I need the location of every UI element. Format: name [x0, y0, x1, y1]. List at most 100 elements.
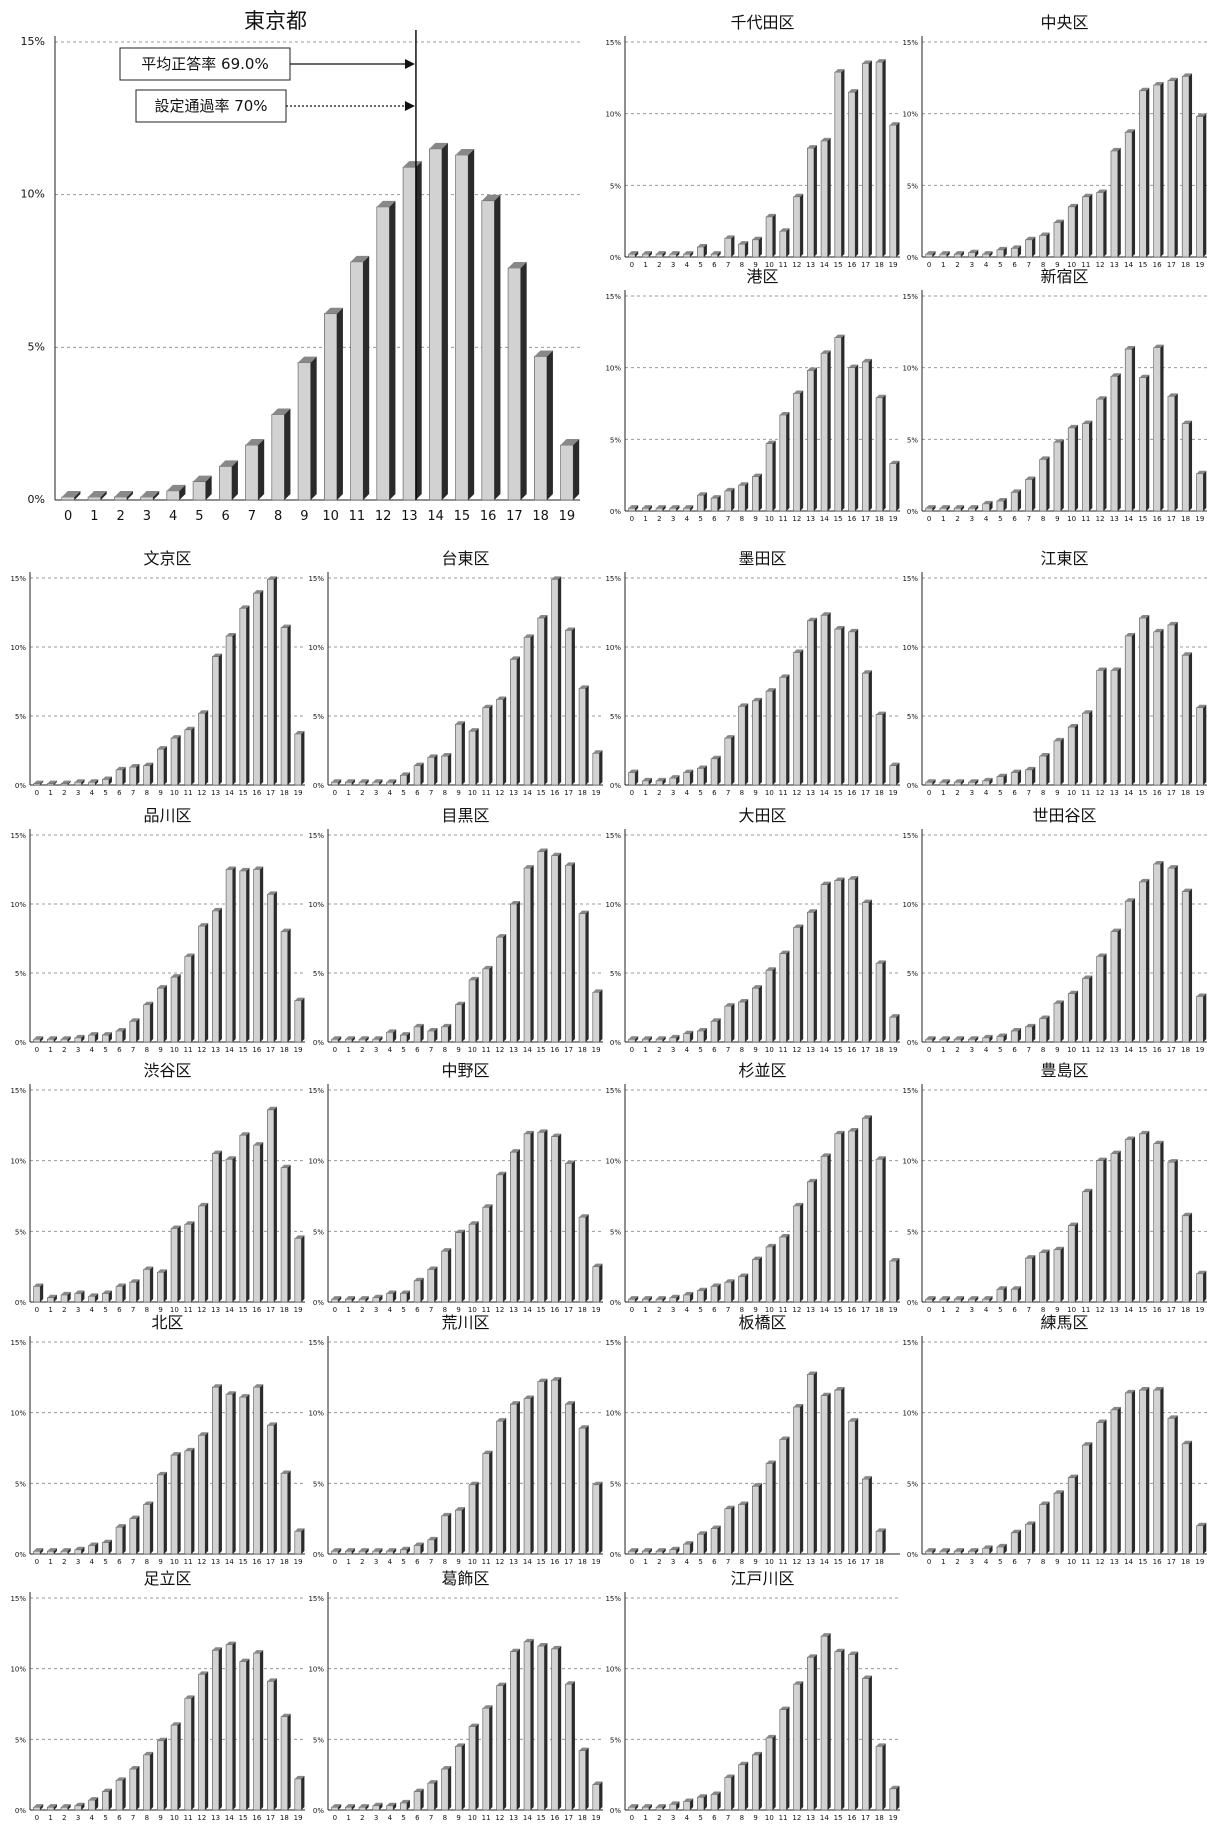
bar — [1139, 881, 1147, 1043]
bar — [510, 903, 518, 1043]
bar-top — [294, 1775, 305, 1779]
bar — [578, 913, 586, 1043]
bar-top — [324, 307, 343, 314]
bar — [1010, 492, 1019, 512]
bar — [496, 1685, 504, 1811]
bar — [875, 1158, 883, 1303]
bar — [1082, 423, 1090, 512]
bar — [628, 507, 636, 512]
bar-top — [925, 505, 936, 509]
bar — [642, 507, 650, 512]
x-tick-label: 3 — [970, 515, 974, 523]
bar-top — [939, 1036, 950, 1040]
x-tick-label: 4 — [388, 1814, 393, 1822]
x-tick-label: 5 — [401, 789, 405, 797]
x-tick-label: 3 — [970, 1306, 974, 1314]
bar-top — [793, 1404, 804, 1408]
bar — [88, 1799, 96, 1811]
x-tick-label: 7 — [429, 1046, 433, 1054]
bar — [198, 925, 206, 1043]
bar-side — [558, 1133, 562, 1302]
bar — [565, 1163, 573, 1303]
x-tick-label: 2 — [62, 1558, 66, 1566]
bar-top — [642, 505, 652, 509]
bar-top — [198, 1202, 209, 1206]
bar-top — [1182, 888, 1193, 892]
bar-side — [338, 1804, 342, 1810]
bar — [669, 507, 677, 512]
chart-panel: 0%5%10%15%0 1 2 3 4 5 6 7 8 9 10 11 12 13 14 15 16 17 18 19… — [308, 1313, 603, 1566]
bar-top — [1011, 489, 1022, 493]
bar-side — [1089, 1188, 1093, 1302]
bar — [1196, 707, 1204, 786]
bar-side — [434, 1027, 438, 1042]
bar — [482, 1453, 490, 1555]
x-tick-label: 1 — [643, 789, 647, 797]
bar — [507, 267, 521, 501]
bar — [166, 490, 180, 501]
bar-side — [868, 358, 872, 511]
bar — [968, 252, 976, 258]
chart-title: 江東区 — [1040, 549, 1088, 568]
bar — [875, 1746, 883, 1811]
bar-top — [565, 862, 575, 866]
bar-side — [1146, 374, 1150, 511]
bar-side — [558, 576, 562, 785]
bar-side — [287, 1470, 291, 1554]
x-tick-label: 19 — [1195, 1558, 1204, 1566]
bar — [102, 1791, 110, 1811]
bar-top — [171, 974, 181, 978]
x-tick-label: 6 — [1012, 515, 1017, 523]
bar-side — [648, 777, 652, 785]
x-tick-label: 6 — [415, 1814, 420, 1822]
bar-top — [862, 899, 872, 903]
bar-side — [434, 1780, 438, 1810]
bar-side — [232, 1641, 236, 1810]
bar-side — [961, 1548, 965, 1554]
bar-side — [441, 142, 448, 500]
x-tick-label: 14 — [820, 1306, 829, 1314]
x-tick-label: 19 — [1195, 1306, 1204, 1314]
x-tick-label: 11 — [779, 1306, 788, 1314]
x-tick-label: 8 — [740, 789, 744, 797]
bar-top — [267, 1106, 277, 1110]
bar-top — [116, 1524, 126, 1528]
chart-title: 目黒区 — [441, 806, 489, 825]
bar-top — [345, 1036, 355, 1040]
x-tick-label: 4 — [685, 261, 690, 269]
bar-side — [108, 776, 112, 785]
bar-top — [524, 1130, 534, 1134]
bar — [225, 1393, 233, 1555]
bar — [400, 1034, 408, 1043]
bar-side — [1046, 753, 1050, 785]
x-tick-label: 13 — [509, 789, 518, 797]
bar — [523, 1133, 531, 1303]
bar — [779, 414, 787, 512]
bar-top — [1182, 1440, 1193, 1444]
x-tick-label: 15 — [537, 1306, 546, 1314]
bar-top — [455, 1507, 465, 1511]
bar — [655, 253, 663, 258]
bar-top — [560, 439, 580, 446]
bar-top — [925, 1036, 936, 1040]
x-tick-label: 15 — [1138, 789, 1147, 797]
bar — [271, 414, 285, 501]
chart-panel: 0%5%10%15%0 1 2 3 4 5 6 7 8 9 10 11 12 13 14 15 16 17 18 19… — [605, 1569, 900, 1822]
bar-side — [1117, 147, 1121, 257]
bar-top — [33, 1283, 44, 1287]
bar — [1067, 206, 1076, 258]
x-tick-label: 17 — [564, 1558, 573, 1566]
x-tick-label: 2 — [955, 1046, 959, 1054]
bar-side — [379, 779, 383, 785]
bar-top — [1025, 1023, 1036, 1027]
x-tick-label: 19 — [592, 1558, 601, 1566]
x-tick-label: 9 — [1055, 1046, 1059, 1054]
bar-top — [281, 1713, 291, 1717]
bar-top — [1011, 769, 1022, 773]
bar — [372, 1038, 380, 1043]
y-tick-label: 10% — [605, 901, 621, 909]
bar-side — [1060, 219, 1064, 257]
x-tick-label: 14 — [1124, 261, 1133, 269]
bar — [939, 781, 948, 786]
chart-title: 大田区 — [738, 806, 786, 825]
